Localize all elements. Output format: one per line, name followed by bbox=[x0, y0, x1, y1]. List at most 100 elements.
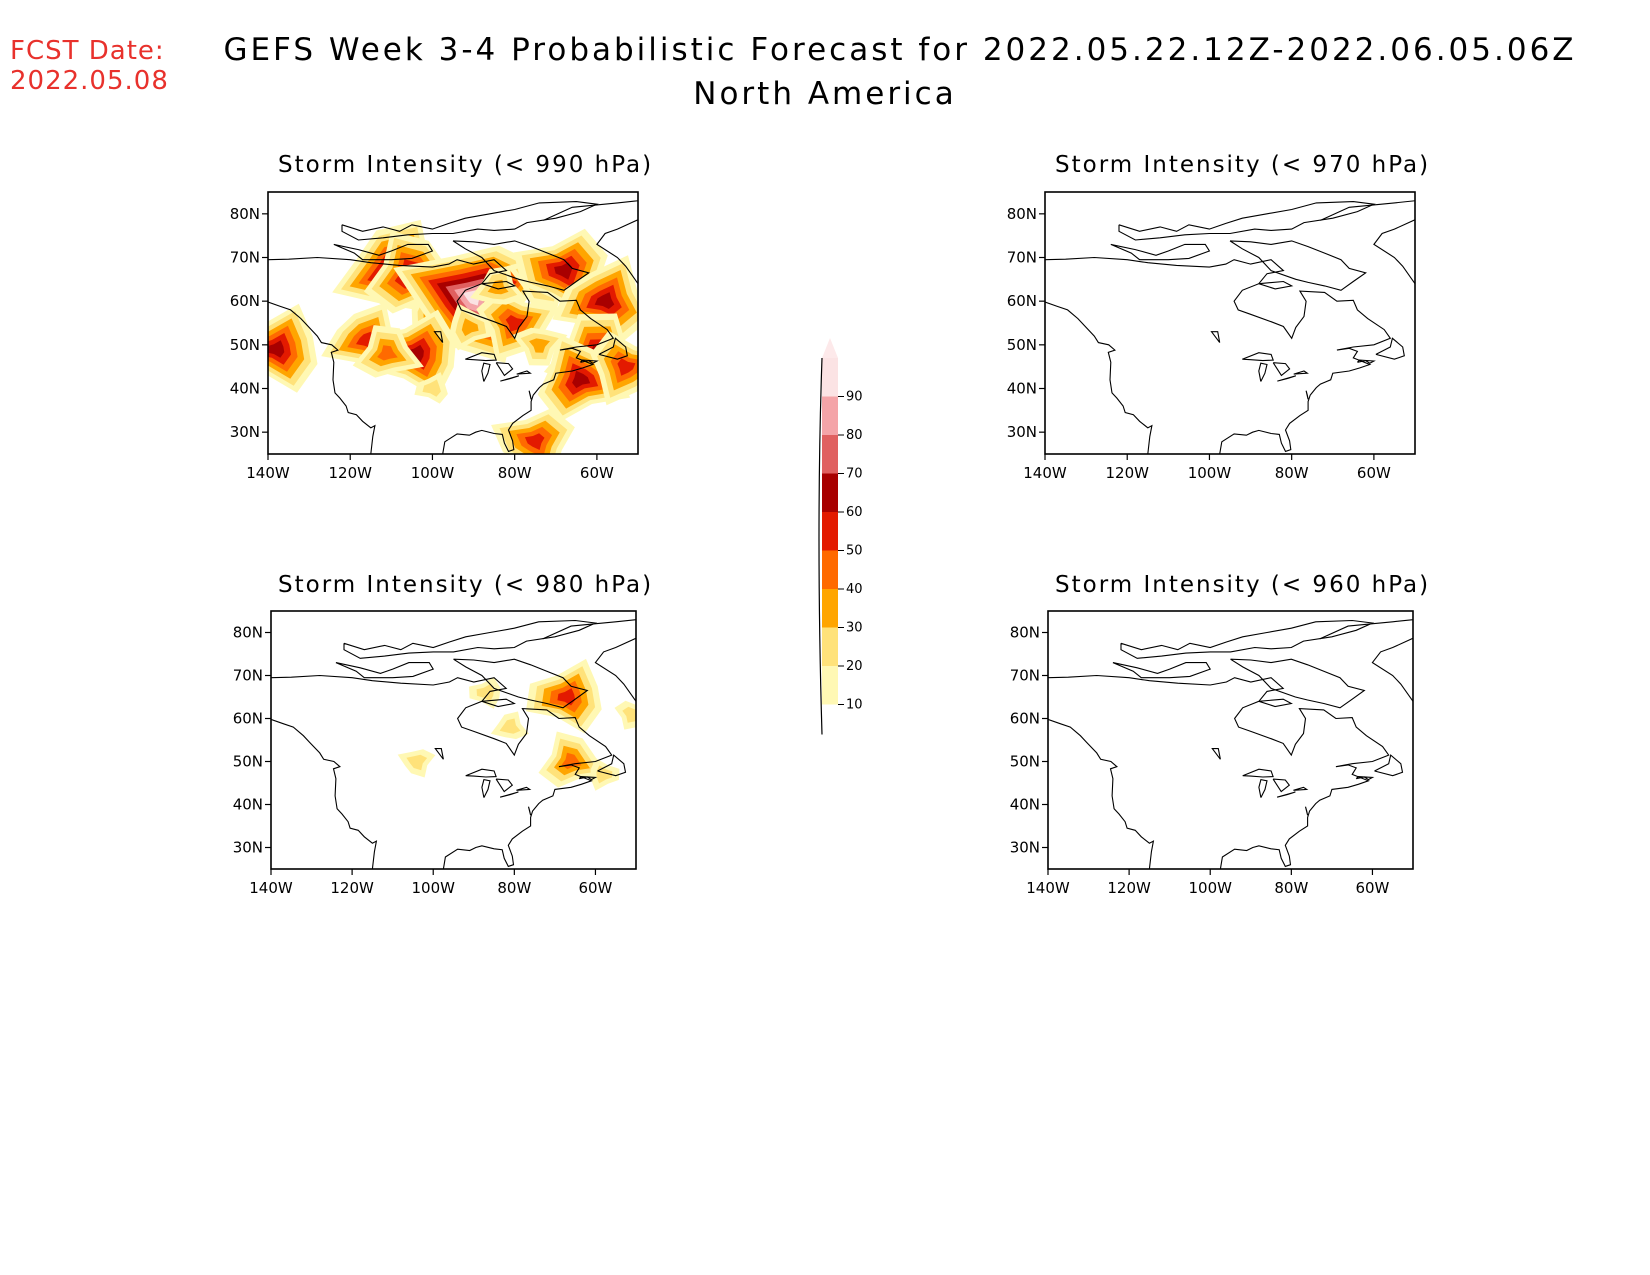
colorbar-label: 70 bbox=[846, 467, 863, 482]
probability-area-18-level-4 bbox=[524, 433, 545, 450]
colorbar-label: 50 bbox=[846, 544, 863, 559]
coastline-2 bbox=[343, 619, 598, 659]
lon-tick-label: 80W bbox=[1274, 879, 1308, 897]
colorbar-label: 20 bbox=[846, 659, 863, 674]
coastline-11 bbox=[495, 362, 514, 377]
lat-tick-label: 60N bbox=[230, 292, 260, 310]
probability-area-19-level-1 bbox=[422, 379, 441, 397]
panel-title-980: Storm Intensity (< 980 hPa) bbox=[278, 572, 654, 598]
lon-tick-label: 140W bbox=[249, 879, 293, 897]
coastline-4 bbox=[1229, 240, 1367, 291]
coastline-1 bbox=[1048, 718, 1155, 869]
coastline-12 bbox=[1276, 791, 1296, 798]
coastline-14 bbox=[434, 748, 444, 760]
colorbar-segment-2 bbox=[822, 589, 838, 628]
coastline-0 bbox=[1048, 674, 1390, 869]
coastline-0 bbox=[268, 256, 615, 454]
map-panel-970: 80N 70N 60N 50N 40N 30N 140W 120W 100W 80W 60W bbox=[1007, 191, 1416, 482]
coastline-4 bbox=[453, 658, 589, 709]
coastline-3 bbox=[335, 662, 435, 679]
coastline-6 bbox=[1258, 280, 1294, 290]
colorbar-top-cap bbox=[822, 338, 838, 358]
lon-tick-label: 100W bbox=[411, 879, 455, 897]
coastline-12 bbox=[1277, 375, 1296, 382]
lon-tick-label: 80W bbox=[1275, 464, 1309, 482]
colorbar-label: 10 bbox=[846, 698, 863, 713]
colorbar-segment-0 bbox=[822, 666, 838, 705]
coastline-4 bbox=[1230, 658, 1366, 709]
map-panel-990: 80N 70N 60N 50N 40N 30N 140W 120W 100W 80W 60W bbox=[230, 191, 639, 482]
coastline-1 bbox=[268, 301, 376, 454]
colorbar-label: 60 bbox=[846, 505, 863, 520]
coastline-7 bbox=[1374, 754, 1404, 777]
probability-area-12-level-5 bbox=[554, 262, 573, 280]
lat-tick-label: 40N bbox=[1007, 380, 1037, 398]
probability-area-1-level-1 bbox=[499, 718, 521, 734]
probability-area-4-level-1 bbox=[622, 706, 636, 723]
region-subtitle: North America bbox=[693, 76, 957, 112]
lat-tick-label: 60N bbox=[233, 710, 263, 728]
lon-tick-label: 120W bbox=[328, 464, 372, 482]
colorbar-label: 40 bbox=[846, 582, 863, 597]
lat-tick-label: 40N bbox=[1010, 796, 1040, 814]
lat-tick-label: 40N bbox=[233, 796, 263, 814]
probability-area-15-level-5 bbox=[572, 370, 591, 389]
coastline-13 bbox=[516, 786, 532, 791]
probability-area-20-level-2 bbox=[487, 279, 509, 295]
coastline-14 bbox=[1210, 331, 1221, 343]
coastline-10 bbox=[1258, 362, 1268, 382]
coastline-7 bbox=[598, 337, 628, 360]
lat-tick-label: 70N bbox=[1007, 249, 1037, 267]
probability-area-5-level-1 bbox=[406, 754, 428, 771]
colorbar-segment-5 bbox=[822, 473, 838, 512]
lat-tick-label: 80N bbox=[1007, 205, 1037, 223]
coastline-13 bbox=[1293, 370, 1309, 375]
panel-title-970: Storm Intensity (< 970 hPa) bbox=[1055, 152, 1431, 178]
coastline-9 bbox=[1242, 768, 1274, 778]
panel-title-990: Storm Intensity (< 990 hPa) bbox=[278, 152, 654, 178]
coastline-13 bbox=[516, 370, 532, 375]
lon-tick-label: 100W bbox=[1188, 879, 1232, 897]
colorbar-segment-4 bbox=[822, 512, 838, 551]
map-frame bbox=[1044, 191, 1416, 455]
coastline-6 bbox=[481, 280, 517, 290]
coastline-5 bbox=[543, 200, 638, 285]
lon-tick-label: 60W bbox=[1357, 464, 1391, 482]
lon-tick-label: 100W bbox=[1188, 464, 1232, 482]
coastline-12 bbox=[499, 791, 519, 798]
probability-area-6-level-1 bbox=[476, 684, 494, 702]
probability-area-9-level-2 bbox=[461, 318, 479, 337]
coastline-0 bbox=[1045, 256, 1392, 454]
colorbar-label: 90 bbox=[846, 390, 863, 405]
lat-tick-label: 80N bbox=[230, 205, 260, 223]
coastline-3 bbox=[1112, 662, 1212, 679]
probability-area-13-level-5 bbox=[594, 292, 615, 309]
lon-tick-label: 60W bbox=[578, 879, 612, 897]
lat-tick-label: 30N bbox=[1007, 423, 1037, 441]
panel-title-960: Storm Intensity (< 960 hPa) bbox=[1055, 572, 1431, 598]
coastline-3 bbox=[333, 243, 434, 261]
probability-area-0-level-5 bbox=[268, 340, 285, 358]
coastline-2 bbox=[1118, 201, 1376, 241]
colorbar-segment-8 bbox=[822, 358, 838, 397]
lat-tick-label: 30N bbox=[1010, 839, 1040, 857]
colorbar-label: 30 bbox=[846, 621, 863, 636]
colorbar-segment-3 bbox=[822, 550, 838, 589]
coastline-15 bbox=[1304, 806, 1309, 816]
coastline-10 bbox=[481, 362, 491, 382]
lon-tick-label: 120W bbox=[1107, 879, 1151, 897]
coastline-13 bbox=[1293, 786, 1309, 791]
lat-tick-label: 30N bbox=[233, 839, 263, 857]
coastline-1 bbox=[271, 718, 378, 869]
forecast-date-block: FCST Date: 2022.05.08 bbox=[10, 36, 169, 96]
coastline-2 bbox=[1120, 619, 1375, 659]
colorbar-segment-7 bbox=[822, 396, 838, 435]
coastline-3 bbox=[1110, 243, 1211, 261]
coastline-11 bbox=[1272, 362, 1291, 377]
coastline-2 bbox=[341, 201, 599, 241]
lat-tick-label: 80N bbox=[233, 624, 263, 642]
probability-area-0-level-4 bbox=[557, 688, 576, 706]
forecast-date-value: 2022.05.08 bbox=[10, 66, 169, 96]
probability-area-16-level-4 bbox=[617, 358, 636, 376]
lat-tick-label: 80N bbox=[1010, 624, 1040, 642]
